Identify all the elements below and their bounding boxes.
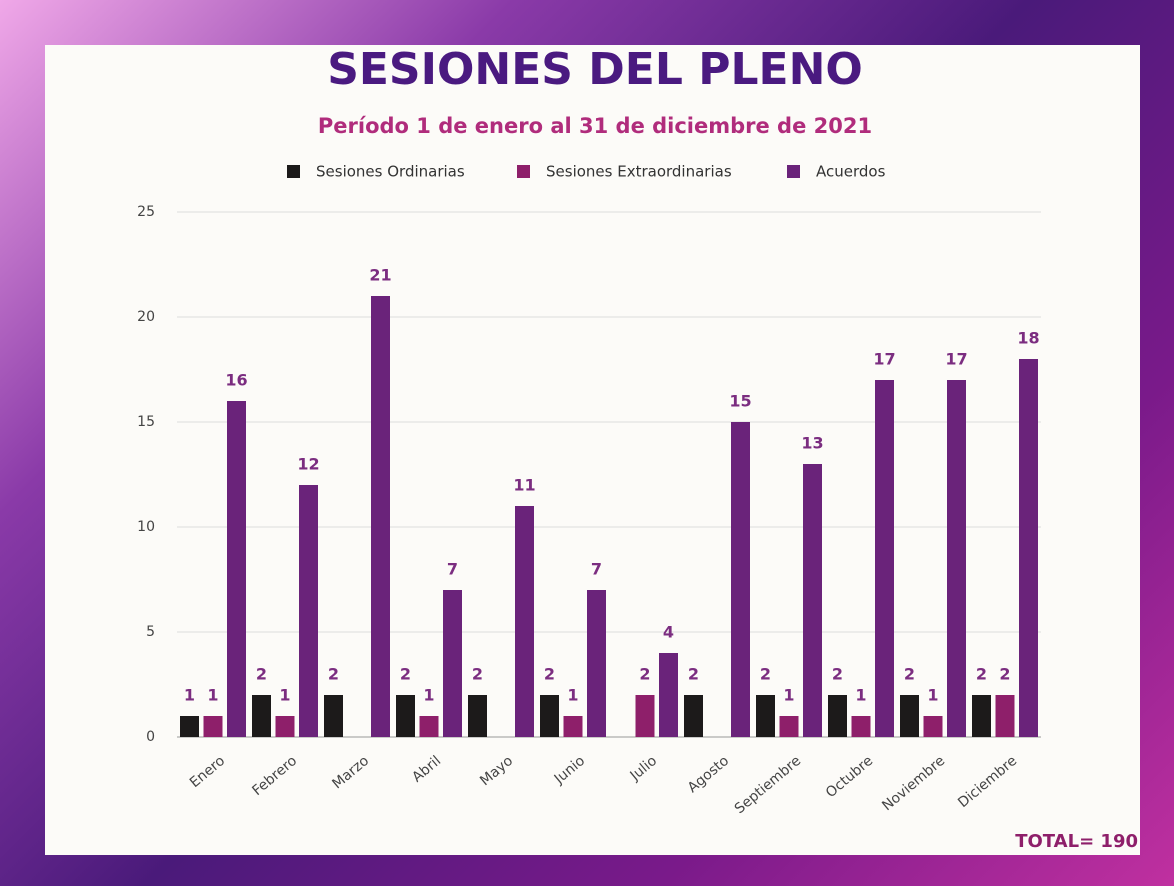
value-label: 2 [999, 665, 1010, 684]
value-label: 7 [591, 560, 602, 579]
value-label: 1 [207, 686, 218, 705]
value-label: 1 [423, 686, 434, 705]
bar [180, 716, 199, 737]
value-label: 17 [945, 350, 967, 369]
legend-swatch [287, 165, 300, 178]
value-label: 12 [297, 455, 319, 474]
value-label: 7 [447, 560, 458, 579]
value-label: 16 [225, 371, 247, 390]
bar [731, 422, 750, 737]
bar [947, 380, 966, 737]
bar [1019, 359, 1038, 737]
bar [324, 695, 343, 737]
bar [803, 464, 822, 737]
bar [995, 695, 1015, 737]
value-label: 2 [976, 665, 987, 684]
value-label: 11 [513, 476, 535, 495]
y-tick-label: 15 [137, 414, 155, 430]
legend-label: Acuerdos [816, 163, 886, 181]
y-tick-label: 25 [137, 204, 155, 220]
bar [468, 695, 487, 737]
value-label: 2 [328, 665, 339, 684]
bar [900, 695, 919, 737]
legend-label: Sesiones Extraordinarias [546, 163, 732, 181]
bar [299, 485, 318, 737]
bar [828, 695, 847, 737]
bar [875, 380, 894, 737]
value-label: 2 [639, 665, 650, 684]
chart-subtitle: Período 1 de enero al 31 de diciembre de… [318, 114, 872, 138]
value-label: 4 [663, 623, 674, 642]
bar [443, 590, 462, 737]
legend-swatch [787, 165, 800, 178]
bar [756, 695, 775, 737]
value-label: 1 [184, 686, 195, 705]
value-label: 2 [544, 665, 555, 684]
bar [396, 695, 415, 737]
value-label: 2 [472, 665, 483, 684]
value-label: 1 [783, 686, 794, 705]
value-label: 1 [855, 686, 866, 705]
chart-title: SESIONES DEL PLENO [327, 44, 863, 95]
bar [540, 695, 559, 737]
bar [684, 695, 703, 737]
value-label: 15 [729, 392, 751, 411]
value-label: 18 [1017, 329, 1039, 348]
bar [923, 716, 943, 737]
value-label: 2 [904, 665, 915, 684]
value-label: 17 [873, 350, 895, 369]
value-label: 2 [256, 665, 267, 684]
bar [371, 296, 390, 737]
legend-label: Sesiones Ordinarias [316, 163, 465, 181]
bar [635, 695, 655, 737]
legend-swatch [517, 165, 530, 178]
bar [227, 401, 246, 737]
value-label: 2 [832, 665, 843, 684]
bar [972, 695, 991, 737]
bar [659, 653, 678, 737]
value-label: 1 [279, 686, 290, 705]
bar [275, 716, 295, 737]
value-label: 13 [801, 434, 823, 453]
bar [419, 716, 439, 737]
bar [515, 506, 534, 737]
bar [779, 716, 799, 737]
value-label: 1 [927, 686, 938, 705]
y-tick-label: 20 [137, 309, 155, 325]
bar [587, 590, 606, 737]
value-label: 2 [400, 665, 411, 684]
value-label: 2 [688, 665, 699, 684]
bar [203, 716, 223, 737]
y-tick-label: 5 [146, 624, 155, 640]
y-tick-label: 10 [137, 519, 155, 535]
value-label: 2 [760, 665, 771, 684]
bar [252, 695, 271, 737]
annotation: TOTAL= 190 [1015, 831, 1138, 852]
y-tick-label: 0 [146, 729, 155, 745]
value-label: 21 [369, 266, 391, 285]
bar [563, 716, 583, 737]
value-label: 1 [567, 686, 578, 705]
bar [851, 716, 871, 737]
